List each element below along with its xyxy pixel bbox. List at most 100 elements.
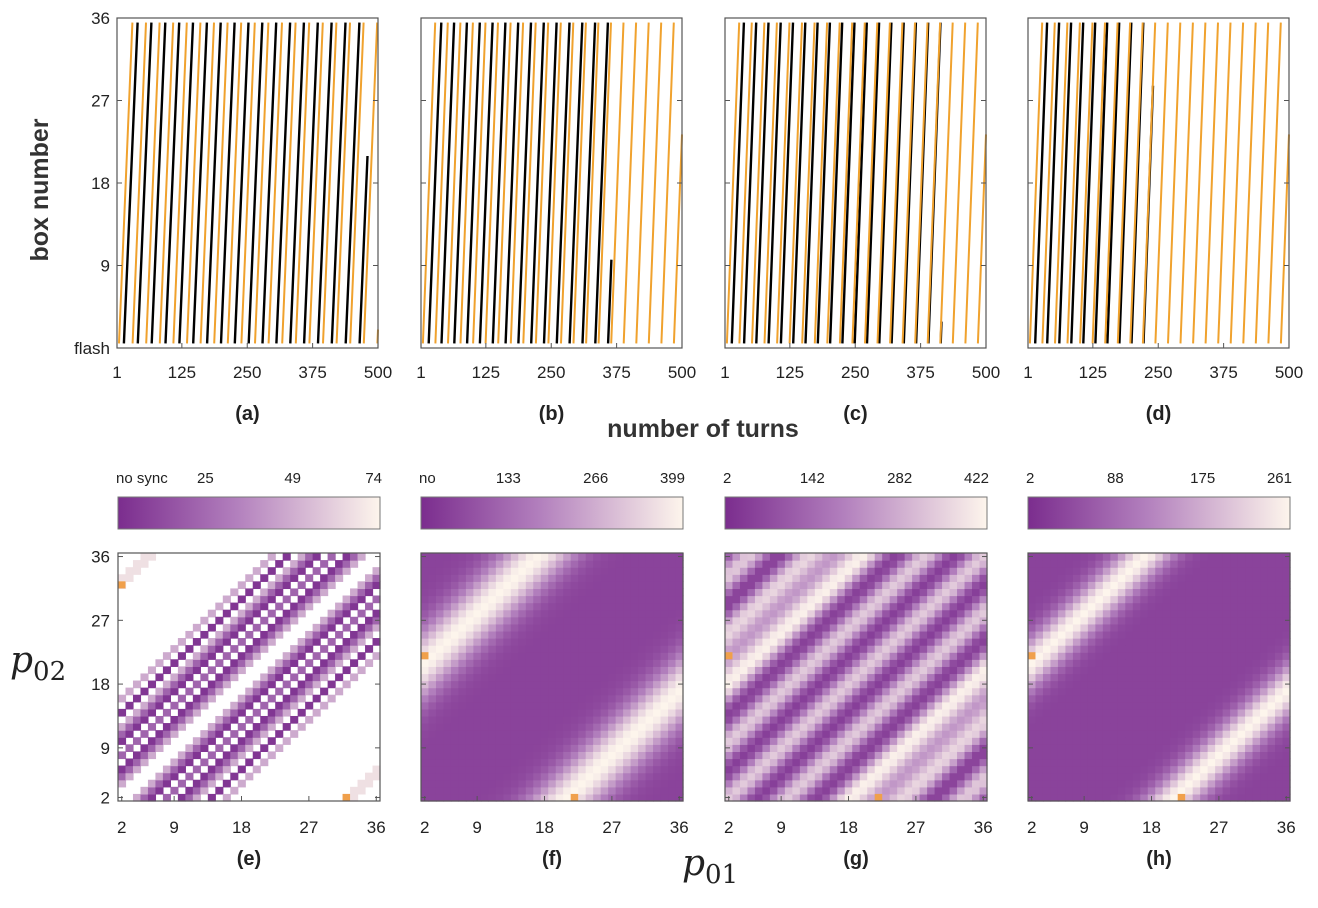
heatmap-cell <box>365 645 374 653</box>
heatmap-cell <box>1155 730 1164 738</box>
heatmap-cell <box>1222 623 1231 632</box>
heatmap-cell <box>867 602 876 611</box>
heatmap-cell <box>964 602 973 611</box>
heatmap-cell <box>267 673 276 682</box>
heatmap-cell <box>290 687 299 696</box>
heatmap-cell <box>600 737 609 745</box>
heatmap-cell <box>777 602 786 611</box>
heatmap-cell <box>495 744 504 752</box>
heatmap-cell <box>799 673 808 682</box>
heatmap-cell <box>638 779 647 788</box>
marker-cell <box>342 793 351 801</box>
heatmap-cell <box>638 744 647 752</box>
heatmap-cell <box>814 673 823 682</box>
heatmap-cell <box>822 609 831 618</box>
heatmap-cell <box>754 765 764 774</box>
heatmap-cell <box>615 652 624 660</box>
heatmap-cell <box>540 687 549 696</box>
heatmap-cell <box>1162 609 1171 618</box>
heatmap-cell <box>762 673 771 682</box>
heatmap-cell <box>473 680 482 689</box>
heatmap-cell <box>792 567 801 575</box>
heatmap-cell <box>1282 638 1291 646</box>
heatmap-cell <box>465 595 474 604</box>
heatmap-cell <box>1177 609 1186 618</box>
heatmap-cell <box>428 652 437 660</box>
heatmap-cell <box>282 616 291 625</box>
heatmap-cell <box>488 730 497 738</box>
heatmap-cell <box>1230 630 1239 639</box>
heatmap-cell <box>897 659 906 667</box>
heatmap-cell <box>852 588 861 597</box>
heatmap-cell <box>1282 779 1291 788</box>
heatmap-cell <box>1065 602 1074 611</box>
heatmap-cell <box>630 793 639 802</box>
heatmap-cell <box>510 737 519 745</box>
heatmap-cell <box>1245 609 1254 618</box>
heatmap-cell <box>1215 751 1224 760</box>
heatmap-cell <box>1260 638 1269 646</box>
heatmap-cell <box>927 708 936 717</box>
heatmap-cell <box>1087 659 1096 667</box>
heatmap-cell <box>1110 553 1119 561</box>
heatmap-cell <box>867 588 876 597</box>
heatmap-cell <box>548 602 557 611</box>
heatmap-cell <box>675 694 684 703</box>
heatmap-cell <box>155 737 164 745</box>
heatmap-cell <box>912 567 921 575</box>
heatmap-cell <box>252 602 261 611</box>
heatmap-cell <box>503 638 512 646</box>
heatmap-cell <box>645 595 654 604</box>
heatmap-cell <box>844 673 853 682</box>
heatmap-cell <box>1252 723 1261 731</box>
heatmap-cell <box>934 737 943 745</box>
heatmap-cell <box>1177 623 1186 632</box>
heatmap-cell <box>1147 638 1156 646</box>
heatmap-cell <box>1215 652 1224 660</box>
heatmap-cell <box>852 553 861 561</box>
heatmap-cell <box>882 680 891 689</box>
heatmap-cell <box>1080 553 1089 561</box>
heatmap-cell <box>320 659 329 667</box>
heatmap-cell <box>762 560 771 568</box>
heatmap-cell <box>1125 793 1134 802</box>
heatmap-cell <box>237 723 246 731</box>
heatmap-cell <box>1125 786 1134 795</box>
heatmap-cell <box>1275 581 1284 590</box>
heatmap-cell <box>777 730 786 738</box>
heatmap-cell <box>207 793 216 802</box>
heatmap-cell <box>792 623 801 632</box>
heatmap-cell <box>600 616 609 625</box>
heatmap-cell <box>1267 786 1276 795</box>
heatmap-cell <box>769 630 778 639</box>
heatmap-cell <box>510 616 519 625</box>
heatmap-cell <box>372 652 381 660</box>
heatmap-cell <box>942 623 951 632</box>
heatmap-cell <box>237 659 246 667</box>
heatmap-cell <box>799 687 808 696</box>
heatmap-cell <box>1125 680 1134 689</box>
heatmap-cell <box>934 723 943 731</box>
heatmap-cell <box>1095 687 1104 696</box>
heatmap-cell <box>421 737 430 745</box>
heatmap-cell <box>1222 715 1231 724</box>
heatmap-cell <box>192 680 201 689</box>
heatmap-cell <box>1147 595 1156 604</box>
heatmap-cell <box>155 744 164 752</box>
heatmap-cell <box>1185 609 1194 618</box>
heatmap-cell <box>1057 638 1067 646</box>
heatmap-cell <box>533 730 542 738</box>
heatmap-cell <box>585 553 594 561</box>
heatmap-cell <box>525 602 534 611</box>
heatmap-cell <box>799 737 808 745</box>
heatmap-cell <box>792 708 801 717</box>
heatmap-cell <box>132 723 142 731</box>
heatmap-cell <box>1065 715 1074 724</box>
heatmap-cell <box>844 680 853 689</box>
heatmap-cell <box>660 581 669 590</box>
heatmap-cell <box>1275 652 1284 660</box>
heatmap-cell <box>638 723 647 731</box>
heatmap-cell <box>867 623 876 632</box>
heatmap-cell <box>1177 666 1186 675</box>
heatmap-cell <box>814 666 823 675</box>
